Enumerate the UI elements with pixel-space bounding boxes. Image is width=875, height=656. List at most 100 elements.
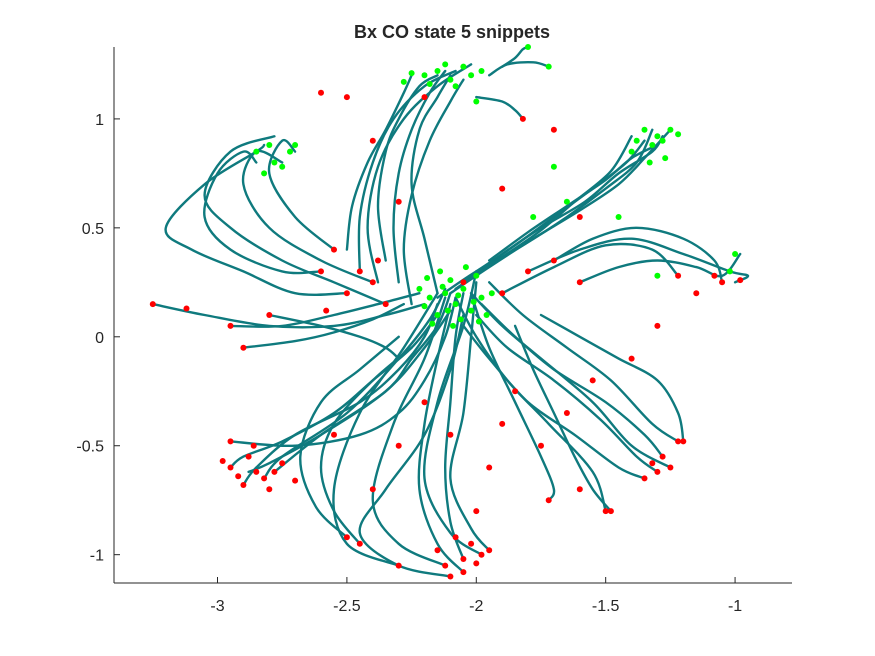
end-marker-68 (589, 377, 596, 384)
x-tick-label: -2 (469, 598, 483, 615)
start-marker-41 (649, 142, 656, 148)
start-marker-8 (421, 303, 428, 310)
start-marker-16 (429, 320, 436, 327)
start-marker-60 (530, 214, 537, 220)
start-marker-47 (253, 148, 260, 155)
start-marker-32 (478, 68, 485, 74)
start-marker-37 (641, 126, 648, 133)
end-marker-22 (473, 560, 480, 567)
end-marker-59 (519, 115, 526, 122)
trajectory-line-43 (151, 302, 426, 329)
trajectory-line-51 (513, 324, 613, 513)
end-marker-28 (654, 468, 661, 475)
end-marker-46 (331, 246, 337, 253)
start-marker-56 (615, 214, 622, 220)
end-marker-29 (675, 438, 682, 445)
end-marker-19 (468, 540, 475, 547)
end-marker-7 (279, 460, 286, 467)
end-marker-13 (460, 556, 467, 562)
trajectory-line-24 (402, 78, 465, 306)
start-marker-26 (447, 76, 454, 83)
trajectory-line-44 (229, 292, 421, 328)
y-tick-label: -1 (90, 548, 104, 565)
trajectory-line-49 (319, 346, 413, 545)
start-marker-61 (563, 198, 570, 205)
end-marker-79 (512, 388, 519, 395)
end-marker-37 (183, 305, 190, 312)
start-marker-19 (470, 298, 477, 305)
end-marker-56 (550, 257, 557, 264)
trajectory-line-47 (488, 60, 550, 77)
end-marker-75 (447, 431, 454, 438)
end-marker-21 (434, 547, 441, 554)
end-marker-73 (421, 399, 428, 406)
start-marker-12 (483, 312, 490, 318)
end-marker-12 (219, 458, 226, 464)
start-marker-14 (450, 322, 456, 329)
start-marker-13 (416, 285, 423, 292)
end-marker-24 (356, 540, 363, 547)
trajectory-line-22 (376, 74, 439, 262)
trajectory-line-14 (469, 292, 672, 469)
trajectory-line-20 (410, 74, 452, 295)
trajectory-line-7 (417, 302, 465, 574)
x-tick-label: -1.5 (592, 598, 620, 615)
start-marker-3 (460, 285, 467, 292)
end-marker-36 (149, 301, 156, 308)
end-marker-23 (395, 562, 402, 569)
end-marker-62 (343, 94, 350, 101)
trajectory-line-32 (454, 135, 633, 291)
end-marker-45 (382, 301, 389, 308)
end-marker-39 (240, 344, 247, 351)
end-marker-14 (460, 569, 467, 576)
end-marker-78 (499, 420, 506, 427)
end-marker-69 (628, 355, 635, 362)
trajectory-line-35 (241, 149, 374, 284)
trajectory-line-11 (332, 292, 439, 567)
end-marker-40 (266, 312, 273, 318)
start-markers (253, 44, 739, 329)
end-marker-70 (654, 322, 661, 329)
start-marker-24 (421, 72, 428, 79)
trajectory-lines (151, 45, 750, 578)
end-markers (149, 89, 744, 580)
end-marker-31 (607, 508, 614, 515)
y-tick-label: -0.5 (76, 439, 104, 456)
chart-title: Bx CO state 5 snippets (354, 22, 550, 42)
end-marker-10 (292, 477, 299, 484)
start-marker-34 (525, 44, 531, 50)
start-marker-31 (452, 83, 459, 90)
trajectory-line-17 (462, 324, 646, 480)
start-marker-55 (726, 268, 733, 275)
trajectory-line-52 (539, 313, 685, 443)
start-marker-10 (457, 316, 464, 323)
end-marker-38 (227, 322, 234, 329)
trajectory-line-45 (242, 302, 405, 349)
end-marker-60 (421, 94, 428, 101)
start-marker-20 (424, 275, 431, 281)
end-marker-26 (659, 453, 666, 460)
y-tick-label: 0.5 (82, 221, 104, 238)
trajectory-line-38 (526, 237, 750, 284)
start-marker-18 (444, 307, 451, 314)
start-marker-7 (447, 277, 454, 284)
trajectory-line-9 (371, 296, 447, 567)
end-marker-27 (667, 464, 674, 471)
trajectory-line-26 (366, 63, 473, 284)
end-marker-50 (711, 272, 718, 279)
end-marker-55 (525, 268, 531, 275)
end-marker-3 (261, 475, 268, 482)
end-marker-67 (395, 198, 402, 205)
start-marker-23 (475, 318, 482, 325)
start-marker-53 (292, 142, 299, 148)
start-marker-6 (478, 294, 485, 301)
start-marker-9 (473, 272, 480, 279)
start-marker-33 (426, 81, 433, 87)
x-tick-label: -2.5 (333, 598, 361, 615)
end-marker-66 (576, 214, 583, 220)
x-axis-ticks: -3 -2.5 -2 -1.5 -1 (210, 577, 742, 615)
start-marker-27 (460, 63, 467, 70)
y-tick-label: 0 (95, 330, 104, 347)
start-marker-45 (662, 155, 669, 162)
